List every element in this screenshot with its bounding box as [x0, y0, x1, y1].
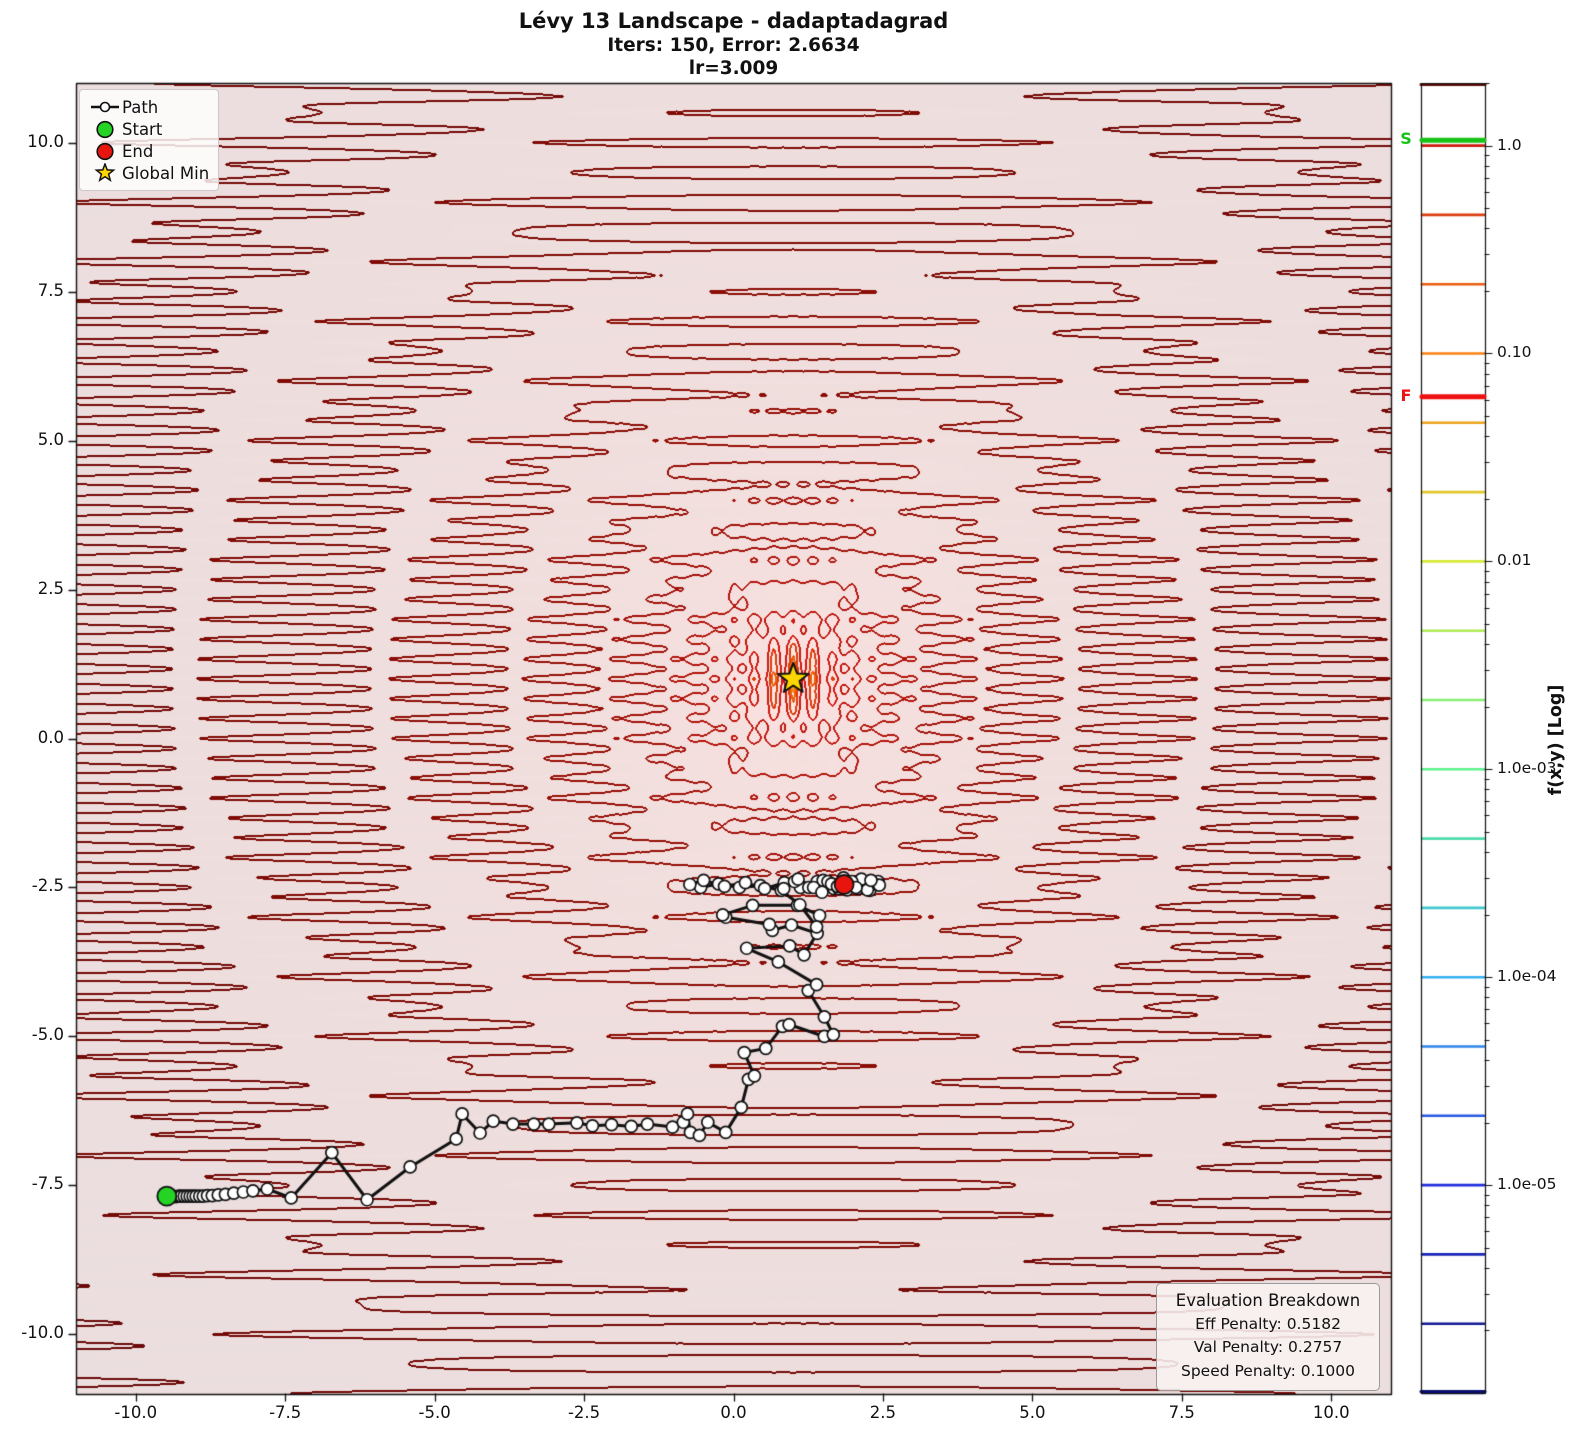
x-tick-label: -7.5: [269, 1403, 302, 1422]
legend-label-global-min: Global Min: [122, 163, 210, 183]
x-tick-label: 5.0: [1019, 1403, 1046, 1422]
gold-star-icon: [88, 163, 122, 183]
y-tick-label: 7.5: [37, 280, 64, 300]
legend: Path Start End Global Min: [79, 89, 219, 191]
legend-item-end: End: [88, 140, 210, 162]
colorbar-tick-label: 0.01: [1497, 551, 1532, 570]
y-tick-label: -2.5: [31, 876, 64, 896]
x-tick-label: 2.5: [869, 1403, 897, 1422]
colorbar-tick-label: 1.0e-04: [1497, 967, 1557, 986]
title-line-3: lr=3.009: [688, 58, 779, 80]
x-tick-label: -5.0: [418, 1403, 451, 1422]
y-tick-label: 0.0: [37, 727, 64, 747]
legend-item-path: Path: [88, 96, 210, 118]
evaluation-breakdown-box: Evaluation Breakdown Eff Penalty: 0.5182…: [1156, 1283, 1380, 1391]
x-tick-label: -2.5: [567, 1403, 601, 1422]
legend-item-start: Start: [88, 118, 210, 140]
colorbar-tick-label: 1.0e-05: [1497, 1175, 1557, 1194]
y-tick-label: -5.0: [31, 1025, 64, 1045]
speed-penalty-value: Speed Penalty: 0.1000: [1181, 1361, 1355, 1380]
eff-penalty-value: Eff Penalty: 0.5182: [1195, 1315, 1341, 1333]
legend-item-global-min: Global Min: [88, 162, 210, 184]
colorbar-end-marker: F: [1400, 385, 1412, 405]
colorbar-axis-label: f(x,y) [Log]: [1546, 684, 1566, 796]
path-line-icon: [88, 98, 122, 116]
y-tick-label: 10.0: [27, 131, 64, 151]
legend-label-start: Start: [122, 119, 163, 139]
evaluation-breakdown-title: Evaluation Breakdown: [1175, 1291, 1361, 1310]
plot-title: Lévy 13 Landscape - dadaptadagrad Iters:…: [76, 8, 1391, 81]
val-penalty-value: Val Penalty: 0.2757: [1193, 1338, 1343, 1357]
y-tick-label: -10.0: [21, 1323, 64, 1343]
end-circle-icon: [88, 142, 122, 161]
start-circle-icon: [88, 120, 122, 139]
legend-label-path: Path: [122, 97, 159, 117]
colorbar-tick-label: 1.0: [1497, 135, 1522, 154]
legend-label-end: End: [122, 141, 154, 161]
y-tick-label: 5.0: [37, 429, 64, 449]
y-tick-label: -7.5: [31, 1174, 64, 1194]
x-tick-label: 0.0: [720, 1403, 747, 1422]
x-tick-label: 10.0: [1312, 1403, 1350, 1422]
x-tick-label: 7.5: [1168, 1403, 1195, 1422]
x-tick-label: -10.0: [114, 1403, 158, 1422]
colorbar-start-marker: S: [1400, 129, 1412, 149]
colorbar-tick-label: 1.0e-03: [1497, 759, 1557, 778]
colorbar-tick-label: 0.10: [1497, 343, 1532, 362]
title-line-1: Lévy 13 Landscape - dadaptadagrad: [518, 9, 949, 33]
title-line-2: Iters: 150, Error: 2.6634: [607, 35, 860, 57]
y-tick-label: 2.5: [37, 578, 64, 598]
